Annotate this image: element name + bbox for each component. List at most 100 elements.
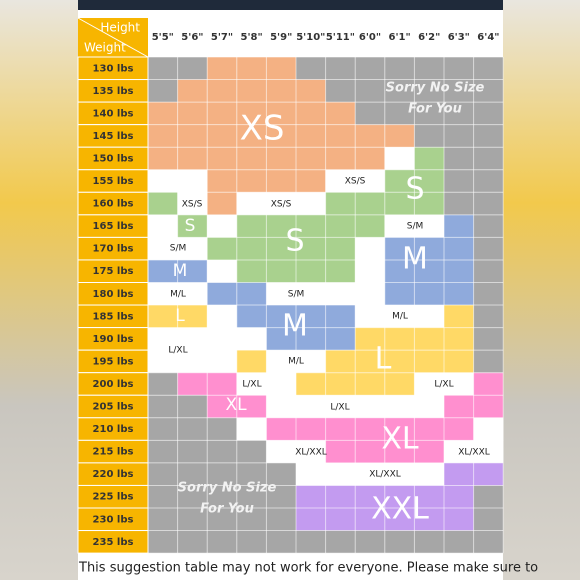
- size-cell: [207, 417, 237, 441]
- size-cell: [355, 79, 385, 103]
- size-cell: [207, 327, 237, 351]
- size-cell: [177, 79, 208, 103]
- size-cell: [355, 395, 385, 418]
- size-cell: [148, 305, 178, 328]
- height-header: 5'6": [181, 32, 203, 43]
- size-cell: [473, 169, 504, 193]
- size-label: L: [375, 342, 392, 377]
- height-header: 5'7": [211, 32, 233, 43]
- size-cell: [444, 530, 474, 554]
- size-cell: [236, 462, 267, 486]
- size-cell: [384, 79, 415, 103]
- size-cell: [355, 192, 385, 215]
- size-cell: [207, 372, 237, 396]
- size-cell: [236, 530, 267, 554]
- between-size-label: L/XL: [434, 380, 453, 390]
- size-cell: [148, 124, 178, 148]
- footer-text: This suggestion table may not work for e…: [78, 561, 538, 576]
- size-cell: [325, 462, 356, 486]
- size-cell: [236, 327, 267, 351]
- weight-label: 190 lbs: [93, 334, 134, 345]
- size-cell: [384, 147, 415, 170]
- size-cell: [296, 102, 326, 125]
- size-cell: [177, 192, 208, 215]
- size-cell: [414, 508, 444, 531]
- size-cell: [473, 192, 504, 215]
- size-label: M: [282, 309, 308, 344]
- size-cell: [148, 372, 178, 396]
- size-cell: [473, 395, 504, 418]
- size-cell: [325, 350, 356, 373]
- between-size-label: L/XL: [330, 403, 349, 413]
- size-cell: [414, 124, 444, 148]
- size-cell: [266, 350, 296, 373]
- no-size-text: Sorry No Size: [386, 81, 485, 96]
- between-size-label: L/XL: [168, 346, 187, 356]
- size-cell: [207, 462, 237, 486]
- size-cell: [325, 282, 356, 306]
- size-cell: [444, 508, 474, 531]
- size-cell: [384, 395, 415, 418]
- weight-label: 230 lbs: [93, 514, 134, 525]
- size-cell: [473, 259, 504, 283]
- size-cell: [473, 57, 504, 80]
- no-size-text: Sorry No Size: [178, 481, 277, 496]
- size-cell: [148, 102, 178, 125]
- size-cell: [355, 462, 385, 486]
- size-cell: [414, 214, 444, 238]
- size-cell: [414, 462, 444, 486]
- size-cell: [325, 192, 356, 215]
- size-cell: [473, 102, 504, 125]
- size-cell: [355, 417, 385, 441]
- size-cell: [207, 169, 237, 193]
- size-cell: [444, 417, 474, 441]
- height-header: 5'8": [241, 32, 263, 43]
- size-cell: [177, 440, 208, 463]
- size-cell: [473, 124, 504, 148]
- size-cell: [325, 440, 356, 463]
- size-cell: [148, 350, 178, 373]
- size-cell: [473, 237, 504, 260]
- size-cell: [325, 79, 356, 103]
- size-cell: [207, 530, 237, 554]
- size-cell: [266, 440, 296, 463]
- size-cell: [148, 282, 178, 306]
- weight-label: 175 lbs: [93, 266, 134, 277]
- weight-label: 170 lbs: [93, 244, 134, 255]
- size-cell: [325, 237, 356, 260]
- size-cell: [296, 282, 326, 306]
- size-cell: [148, 169, 178, 193]
- weight-label: 195 lbs: [93, 356, 134, 367]
- size-label: XS: [240, 109, 285, 149]
- size-cell: [266, 417, 296, 441]
- size-cell: [236, 350, 267, 373]
- size-cell: [444, 57, 474, 80]
- size-cell: [266, 57, 296, 80]
- size-cell: [148, 79, 178, 103]
- size-label: M: [173, 261, 188, 281]
- size-cell: [266, 79, 296, 103]
- size-cell: [148, 530, 178, 554]
- size-cell: [266, 305, 296, 328]
- weight-label: 225 lbs: [93, 492, 134, 503]
- size-cell: [444, 462, 474, 486]
- height-header: 6'3": [448, 32, 470, 43]
- size-cell: [266, 214, 296, 238]
- size-cell: [266, 485, 296, 508]
- size-cell: [148, 147, 178, 170]
- size-cell: [473, 214, 504, 238]
- between-size-label: XL/XXL: [295, 448, 327, 458]
- size-cell: [236, 485, 267, 508]
- size-cell: [296, 327, 326, 351]
- size-cell: [355, 440, 385, 463]
- size-cell: [296, 237, 326, 260]
- size-cell: [414, 169, 444, 193]
- size-cell: [148, 192, 178, 215]
- size-cell: [266, 124, 296, 148]
- size-label: XL: [381, 422, 419, 457]
- size-cell: [207, 79, 237, 103]
- size-cell: [355, 508, 385, 531]
- size-cell: [444, 192, 474, 215]
- weight-label: 215 lbs: [93, 447, 134, 458]
